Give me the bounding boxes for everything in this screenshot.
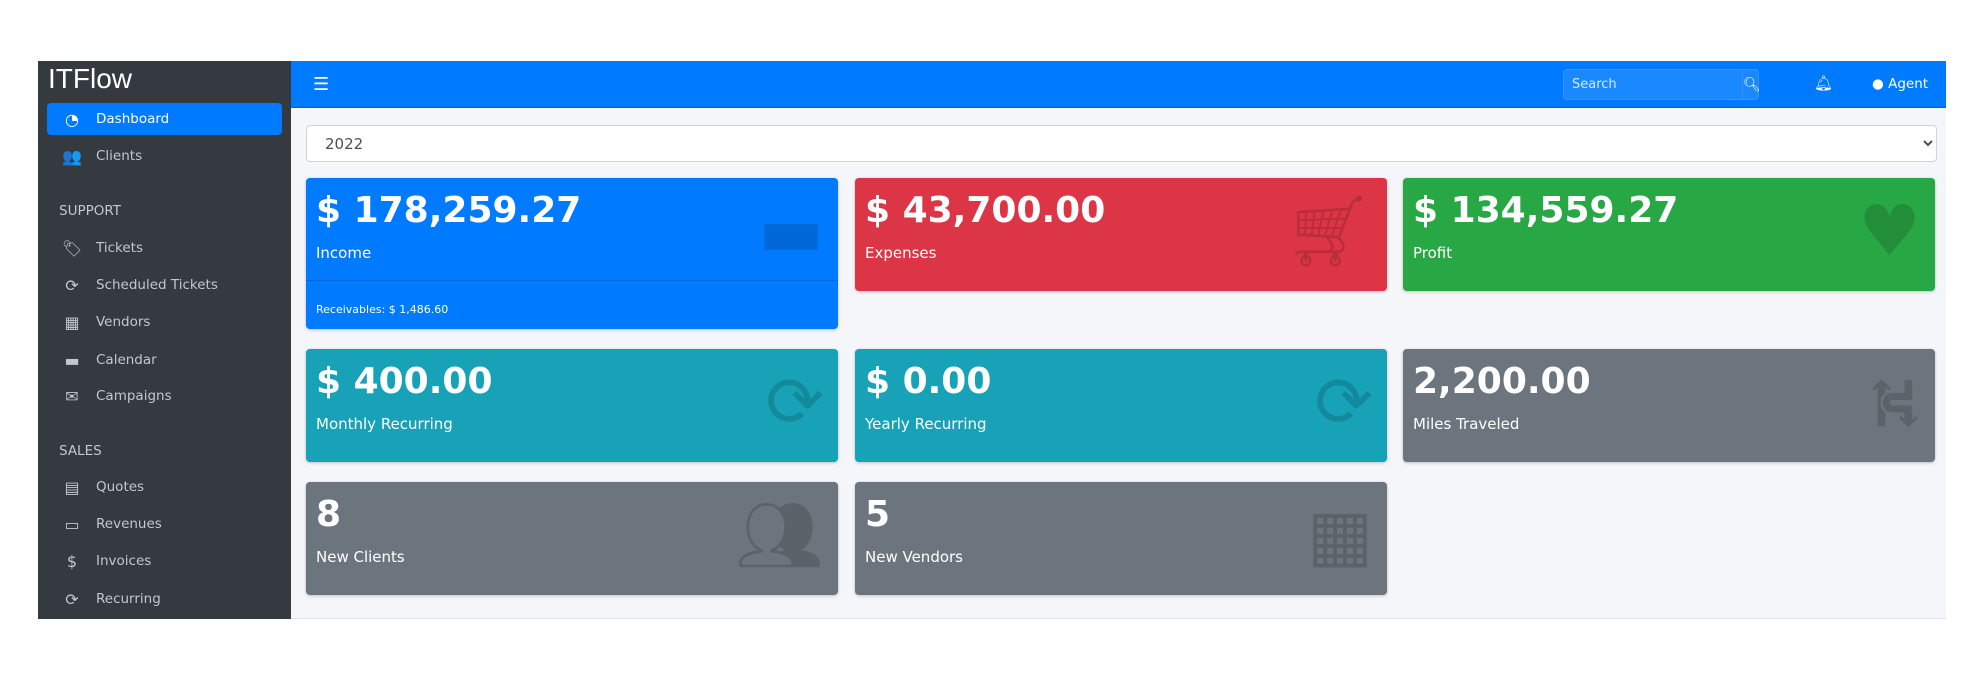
sidebar-item-label: Recurring bbox=[96, 591, 161, 607]
stat-card-income: $ 178,259.27 Income ▬ Receivables: $ 1,48… bbox=[306, 178, 838, 329]
sidebar-item-label: Invoices bbox=[96, 553, 152, 569]
envelope-icon: ✉ bbox=[65, 386, 79, 406]
stat-footer: Receivables: $ 1,486.60 bbox=[306, 280, 838, 329]
calendar-icon: ▬ bbox=[64, 350, 80, 370]
sidebar-item-label: Scheduled Tickets bbox=[96, 277, 218, 293]
sidebar-item-quotes[interactable]: ▤ Quotes bbox=[47, 471, 282, 503]
search-form: 🔍︎ bbox=[1563, 69, 1761, 100]
receivables-text: Receivables: $ 1,486.60 bbox=[316, 303, 449, 316]
search-button[interactable]: 🔍︎ bbox=[1742, 70, 1761, 99]
menu-toggle-icon[interactable]: ☰ bbox=[313, 74, 330, 95]
stat-card-yearly-recurring: $ 0.00 Yearly Recurring ⟳ bbox=[855, 349, 1387, 462]
sidebar-item-label: Quotes bbox=[96, 479, 145, 495]
stat-card-new-clients: 8 New Clients 👥︎ bbox=[306, 482, 838, 595]
user-menu[interactable]: ● Agent bbox=[1872, 76, 1928, 92]
sync-icon: ⟳ bbox=[765, 361, 824, 443]
sidebar-item-recurring[interactable]: ⟳ Recurring bbox=[47, 583, 282, 615]
top-navbar: ☰ 🔍︎ 🔔︎ ● Agent bbox=[291, 61, 1946, 108]
sidebar-item-label: Tickets bbox=[96, 240, 143, 256]
stat-value: 8 bbox=[316, 494, 342, 535]
stat-value: $ 134,559.27 bbox=[1413, 190, 1679, 231]
credit-card-icon: ▭ bbox=[64, 514, 80, 534]
stat-label: Income bbox=[316, 244, 372, 262]
user-name: Agent bbox=[1888, 76, 1929, 92]
sidebar-item-revenues[interactable]: ▭ Revenues bbox=[47, 508, 282, 540]
sidebar-item-label: Clients bbox=[96, 148, 143, 164]
app-logo[interactable]: ITFlow bbox=[48, 63, 132, 94]
invoice-icon: $ bbox=[66, 551, 78, 571]
credit-card-icon: ▬ bbox=[757, 190, 824, 272]
sidebar-item-label: Campaigns bbox=[96, 388, 172, 404]
stat-label: Expenses bbox=[865, 244, 937, 262]
year-select[interactable]: 2022 bbox=[306, 125, 1937, 162]
sidebar-item-label: Calendar bbox=[96, 352, 157, 368]
users-icon: 👥 bbox=[62, 146, 82, 166]
dashboard-icon: ◔ bbox=[65, 109, 79, 129]
file-icon: ▤ bbox=[64, 477, 80, 497]
sidebar-header-support: SUPPORT bbox=[59, 203, 122, 219]
stat-value: 5 bbox=[865, 494, 891, 535]
stat-label: New Clients bbox=[316, 548, 405, 566]
stat-label: New Vendors bbox=[865, 548, 963, 566]
sync-icon: ⟳ bbox=[1314, 361, 1373, 443]
user-circle-icon: ● bbox=[1872, 76, 1884, 92]
sidebar-item-campaigns[interactable]: ✉ Campaigns bbox=[47, 380, 282, 412]
sync-icon: ⟳ bbox=[65, 589, 79, 609]
sidebar-item-vendors[interactable]: ▦ Vendors bbox=[47, 306, 282, 338]
bell-icon[interactable]: 🔔︎ bbox=[1814, 74, 1834, 92]
sync-icon: ⟳ bbox=[65, 275, 79, 295]
stat-card-miles-traveled: 2,200.00 Miles Traveled ⛕ bbox=[1403, 349, 1935, 462]
stat-value: $ 43,700.00 bbox=[865, 190, 1106, 231]
sidebar-item-label: Revenues bbox=[96, 516, 162, 532]
stat-card-expenses: $ 43,700.00 Expenses 🛒︎ bbox=[855, 178, 1387, 291]
stat-label: Profit bbox=[1413, 244, 1453, 262]
stat-label: Miles Traveled bbox=[1413, 415, 1520, 433]
cart-icon: 🛒︎ bbox=[1284, 190, 1373, 272]
building-icon: ▦ bbox=[64, 312, 80, 332]
sidebar: ITFlow ◔ Dashboard 👥 Clients SUPPORT 🏷 Tick… bbox=[38, 61, 291, 619]
stat-card-new-vendors: 5 New Vendors ▦ bbox=[855, 482, 1387, 595]
building-icon: ▦ bbox=[1306, 494, 1373, 576]
users-icon: 👥︎ bbox=[735, 494, 824, 576]
sidebar-item-tickets[interactable]: 🏷 Tickets bbox=[47, 232, 282, 264]
stat-value: $ 178,259.27 bbox=[316, 190, 582, 231]
tags-icon: 🏷 bbox=[61, 238, 83, 258]
sidebar-item-scheduled-tickets[interactable]: ⟳ Scheduled Tickets bbox=[47, 269, 282, 301]
stat-card-profit: $ 134,559.27 Profit ♥ bbox=[1403, 178, 1935, 291]
search-icon: 🔍︎ bbox=[1743, 76, 1761, 93]
sidebar-item-label: Vendors bbox=[96, 314, 151, 330]
sidebar-item-label: Dashboard bbox=[96, 111, 170, 127]
stat-value: $ 400.00 bbox=[316, 361, 493, 402]
sidebar-item-dashboard[interactable]: ◔ Dashboard bbox=[47, 103, 282, 135]
sidebar-header-sales: SALES bbox=[59, 443, 102, 459]
sidebar-item-calendar[interactable]: ▬ Calendar bbox=[47, 344, 282, 376]
stat-label: Yearly Recurring bbox=[865, 415, 987, 433]
heart-icon: ♥ bbox=[1858, 190, 1921, 272]
sidebar-item-clients[interactable]: 👥 Clients bbox=[47, 140, 282, 172]
stat-label: Monthly Recurring bbox=[316, 415, 453, 433]
stat-card-monthly-recurring: $ 400.00 Monthly Recurring ⟳ bbox=[306, 349, 838, 462]
stat-value: $ 0.00 bbox=[865, 361, 992, 402]
stat-value: 2,200.00 bbox=[1413, 361, 1591, 402]
route-icon: ⛕ bbox=[1868, 361, 1921, 443]
sidebar-item-invoices[interactable]: $ Invoices bbox=[47, 545, 282, 577]
search-input[interactable] bbox=[1564, 70, 1742, 99]
